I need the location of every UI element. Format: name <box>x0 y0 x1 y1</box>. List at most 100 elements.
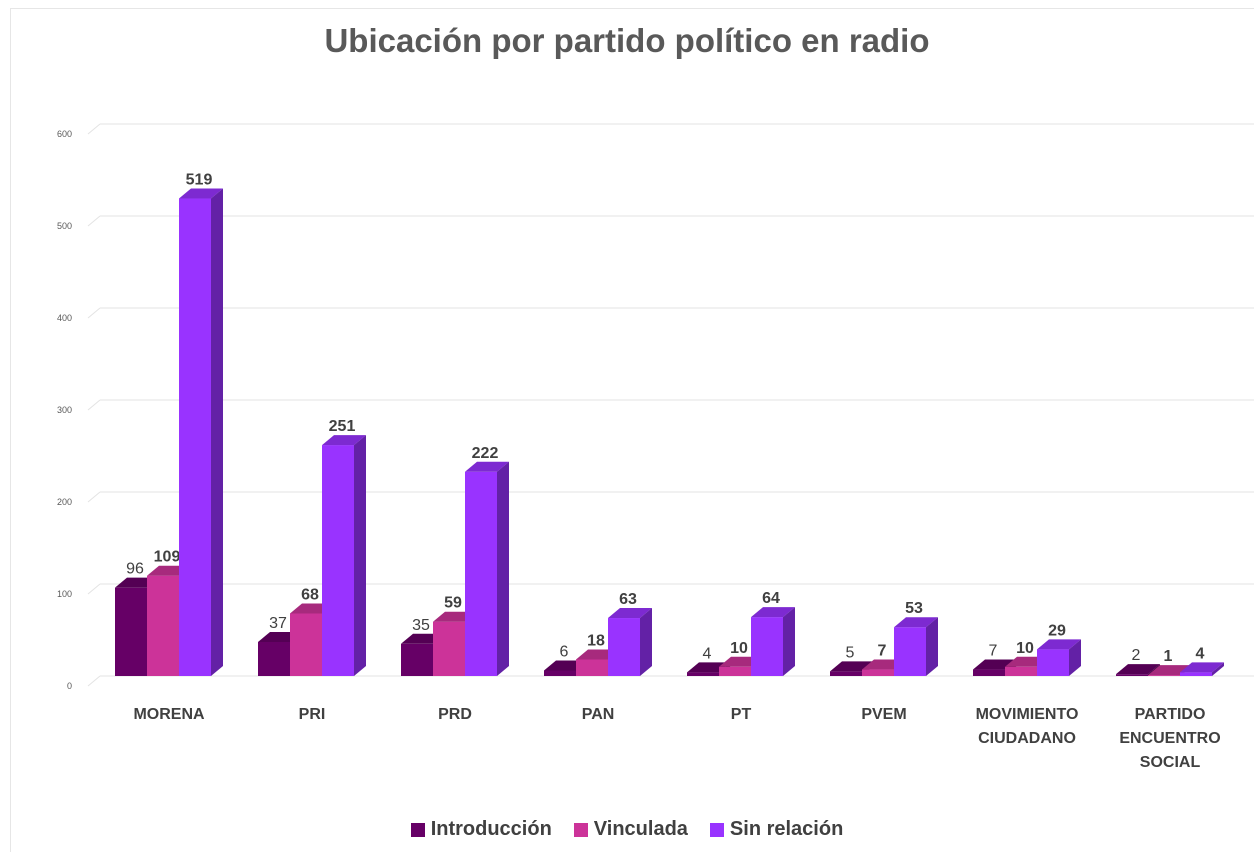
bar-top <box>1037 639 1081 650</box>
bar <box>719 666 751 676</box>
bar-top <box>608 608 652 619</box>
gridline-diag <box>87 307 101 319</box>
data-label: 35 <box>412 617 430 634</box>
bar <box>1116 674 1148 676</box>
x-tick-label: PAN <box>582 706 615 723</box>
bar-side <box>926 617 938 676</box>
bar <box>973 669 1005 676</box>
x-tick-label-line: MOVIMIENTO <box>976 706 1079 723</box>
gridline-diag <box>87 583 101 595</box>
data-label: 10 <box>1016 640 1034 657</box>
x-tick-label-line: PT <box>731 706 752 723</box>
bar-side <box>354 435 366 676</box>
bar <box>576 659 608 676</box>
bar <box>751 617 783 676</box>
data-label: 109 <box>154 549 181 566</box>
x-tick-label-line: PRD <box>438 706 472 723</box>
bar <box>1148 675 1180 676</box>
bar <box>115 587 147 676</box>
chart-frame <box>10 8 1254 852</box>
bar <box>1005 666 1037 676</box>
data-label: 4 <box>1196 645 1205 662</box>
data-label: 5 <box>846 644 855 661</box>
data-label: 7 <box>989 643 998 660</box>
legend-label: Vinculada <box>593 818 688 840</box>
data-label: 2 <box>1132 647 1141 664</box>
data-label: 29 <box>1048 622 1066 639</box>
x-tick-label: PARTIDO ENCUENTRO SOCIAL <box>1119 706 1220 771</box>
bar <box>830 671 862 676</box>
data-label: 10 <box>730 640 748 657</box>
data-label: 68 <box>301 586 319 603</box>
bar <box>465 471 497 676</box>
x-tick-label-line: MORENA <box>133 706 205 723</box>
legend-swatch <box>573 822 588 837</box>
bar <box>258 641 290 676</box>
x-tick-label-line: PAN <box>582 706 615 723</box>
x-tick-label-line: CIUDADANO <box>978 730 1076 747</box>
data-label: 96 <box>126 561 144 578</box>
bar-top <box>1116 664 1160 675</box>
bar-top <box>1180 662 1224 673</box>
x-tick-label: MOVIMIENTO CIUDADANO <box>976 706 1079 747</box>
bar <box>179 198 211 676</box>
x-tick-label-line: PRI <box>299 706 326 723</box>
y-tick-label: 400 <box>57 313 72 323</box>
bar-side <box>211 188 223 676</box>
bar-top <box>179 188 223 199</box>
legend-swatch <box>709 822 724 837</box>
plot-area: 010020030040050060096109519MORENA3768251… <box>57 123 1254 771</box>
bar <box>433 621 465 676</box>
gridline-diag <box>87 215 101 227</box>
chart-title: Ubicación por partido político en radio <box>324 22 930 59</box>
bar <box>687 672 719 676</box>
x-tick-label-line: PARTIDO <box>1135 706 1206 723</box>
legend-swatch <box>410 822 425 837</box>
legend: Introducción Vinculada Sin relación <box>0 818 1254 841</box>
y-tick-label: 500 <box>57 221 72 231</box>
bar <box>147 575 179 676</box>
data-label: 37 <box>269 615 287 632</box>
data-label: 6 <box>560 643 569 660</box>
y-tick-label: 0 <box>67 681 72 691</box>
data-label: 63 <box>619 591 637 608</box>
gridline-diag <box>87 675 101 687</box>
legend-item: Introducción <box>410 818 552 841</box>
data-label: 1 <box>1164 648 1173 665</box>
gridline-diag <box>87 491 101 503</box>
x-tick-label: PVEM <box>861 706 906 723</box>
bar-top <box>322 435 366 446</box>
bar-top <box>465 461 509 472</box>
x-tick-label: MORENA <box>133 706 205 723</box>
bar-side <box>783 607 795 676</box>
x-tick-label: PRI <box>299 706 326 723</box>
bar <box>894 627 926 676</box>
bar <box>401 643 433 676</box>
legend-label: Sin relación <box>729 818 844 840</box>
data-label: 222 <box>472 445 499 462</box>
gridline-diag <box>87 399 101 411</box>
bar <box>1037 649 1069 676</box>
data-label: 64 <box>762 590 780 607</box>
x-tick-label-line: ENCUENTRO <box>1119 730 1220 747</box>
bar-side <box>1069 639 1081 676</box>
legend-item: Sin relación <box>709 818 844 841</box>
bar-side <box>497 461 509 676</box>
x-tick-label: PT <box>731 706 752 723</box>
bar-top <box>751 607 795 618</box>
y-tick-label: 200 <box>57 497 72 507</box>
gridline-diag <box>87 123 101 135</box>
data-label: 53 <box>905 600 923 617</box>
legend-item: Vinculada <box>573 818 688 841</box>
bar-side <box>1212 662 1224 676</box>
data-label: 18 <box>587 632 605 649</box>
data-label: 4 <box>703 645 712 662</box>
bar <box>1180 672 1212 676</box>
bar-side <box>640 608 652 676</box>
y-tick-label: 600 <box>57 129 72 139</box>
legend-label: Introducción <box>430 818 552 840</box>
bar-top <box>894 617 938 628</box>
bar <box>608 618 640 676</box>
data-label: 7 <box>878 643 887 660</box>
y-tick-label: 300 <box>57 405 72 415</box>
